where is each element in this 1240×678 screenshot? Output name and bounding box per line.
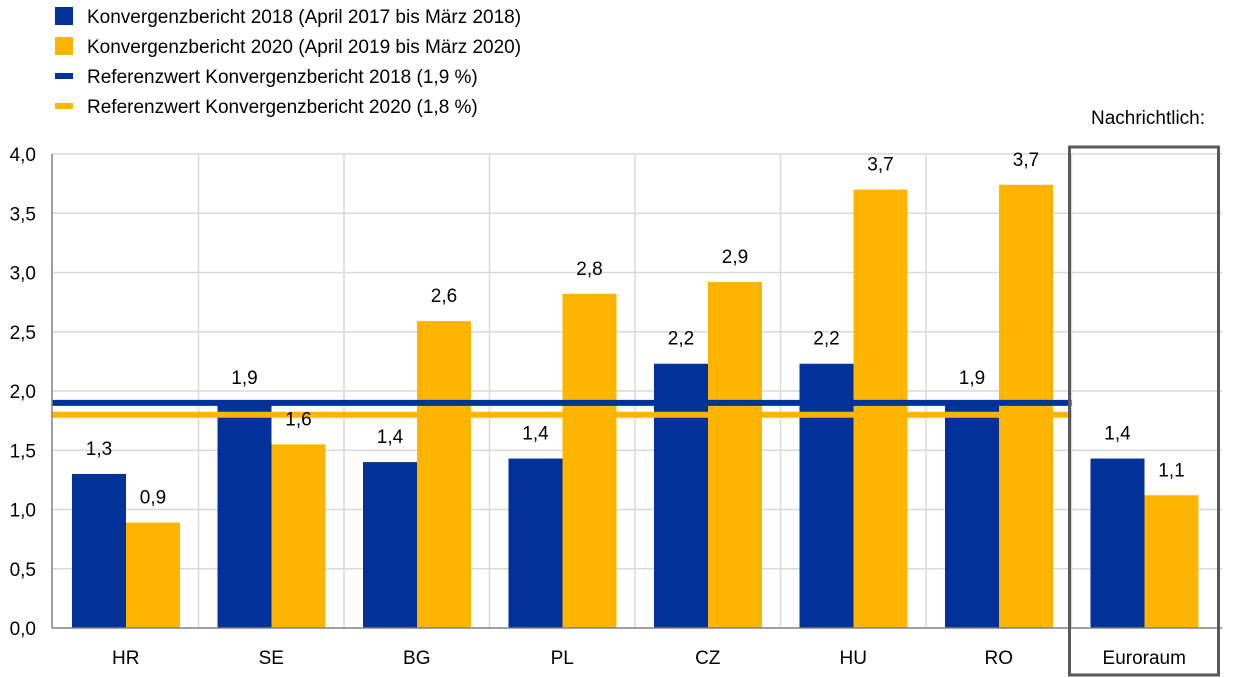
legend-label: Referenzwert Konvergenzbericht 2020 (1,8… [87,97,478,118]
legend-swatch-bar [55,37,73,55]
bar-2018 [654,363,708,628]
x-tick-label: RO [985,648,1014,669]
data-label: 1,9 [231,368,257,389]
bar-2018 [72,473,126,628]
data-label: 1,4 [377,427,404,448]
data-label: 1,4 [522,424,549,445]
data-label: 2,2 [668,329,694,350]
y-tick-label: 4,0 [10,145,36,166]
y-tick-label: 0,0 [10,619,36,640]
x-tick-label: HU [840,648,867,669]
data-label: 3,7 [1013,150,1039,171]
bar-2020 [999,184,1053,628]
bar-2020 [853,189,908,629]
bar-2020 [417,321,471,628]
legend-label: Referenzwert Konvergenzbericht 2018 (1,9… [87,67,478,88]
legend-label: Konvergenzbericht 2018 (April 2017 bis M… [87,7,521,28]
legend-swatch-line [55,103,73,109]
bar-2020 [271,444,326,628]
bar-2020 [708,281,762,628]
memo-box-frame [1068,145,1220,677]
data-label: 1,3 [86,439,112,460]
data-label: 2,2 [813,329,839,350]
y-tick-label: 2,5 [10,323,36,344]
y-tick-label: 1,5 [10,441,36,462]
legend: Konvergenzbericht 2018 (April 2017 bis M… [55,7,521,118]
bar-2018 [799,363,854,628]
axes: 0,0 0,5 1,0 1,5 2,0 2,5 3,0 3,5 4,0 HR SE BG PL CZ HU R… [10,145,1222,669]
reference-lines [52,399,1072,418]
bars [72,184,1199,629]
x-tick-label: PL [551,648,574,669]
data-label: 3,7 [867,155,893,176]
x-tick-label: HR [112,648,139,669]
bar-2020 [126,522,180,628]
x-tick-label: SE [259,648,284,669]
data-label: 2,6 [431,286,457,307]
y-tick-label: 3,0 [10,264,36,285]
bar-2018 [363,462,417,628]
data-label: 2,9 [722,247,748,268]
y-tick-label: 1,0 [10,501,36,522]
bar-2020 [562,293,617,628]
bar-2018 [217,402,272,628]
y-tick-label: 3,5 [10,204,36,225]
bar-2018 [1090,458,1145,628]
data-label: 1,1 [1158,460,1184,481]
bar-2020 [1144,495,1199,628]
memo-label: Nachrichtlich: [1091,108,1205,129]
legend-swatch-bar [55,7,73,25]
memo-box: Nachrichtlich: [1068,108,1220,677]
x-tick-label: CZ [695,648,721,669]
x-tick-label: BG [403,648,430,669]
data-label: 1,6 [285,409,311,430]
y-tick-label: 2,0 [10,382,36,403]
data-label: 2,8 [576,259,602,280]
data-label: 1,4 [1104,424,1131,445]
bar-2018 [508,458,563,628]
legend-label: Konvergenzbericht 2020 (April 2019 bis M… [87,37,521,58]
data-labels: 1,3 1,9 1,4 1,4 2,2 2,2 1,9 1,4 0,9 1,6 2,6 2,8 2,9 3… [86,150,1185,509]
bar-2018 [945,402,999,628]
data-label: 0,9 [140,488,166,509]
data-label: 1,9 [959,368,985,389]
legend-swatch-line [55,73,73,79]
x-tick-label: Euroraum [1103,648,1186,669]
y-tick-label: 0,5 [10,560,36,581]
